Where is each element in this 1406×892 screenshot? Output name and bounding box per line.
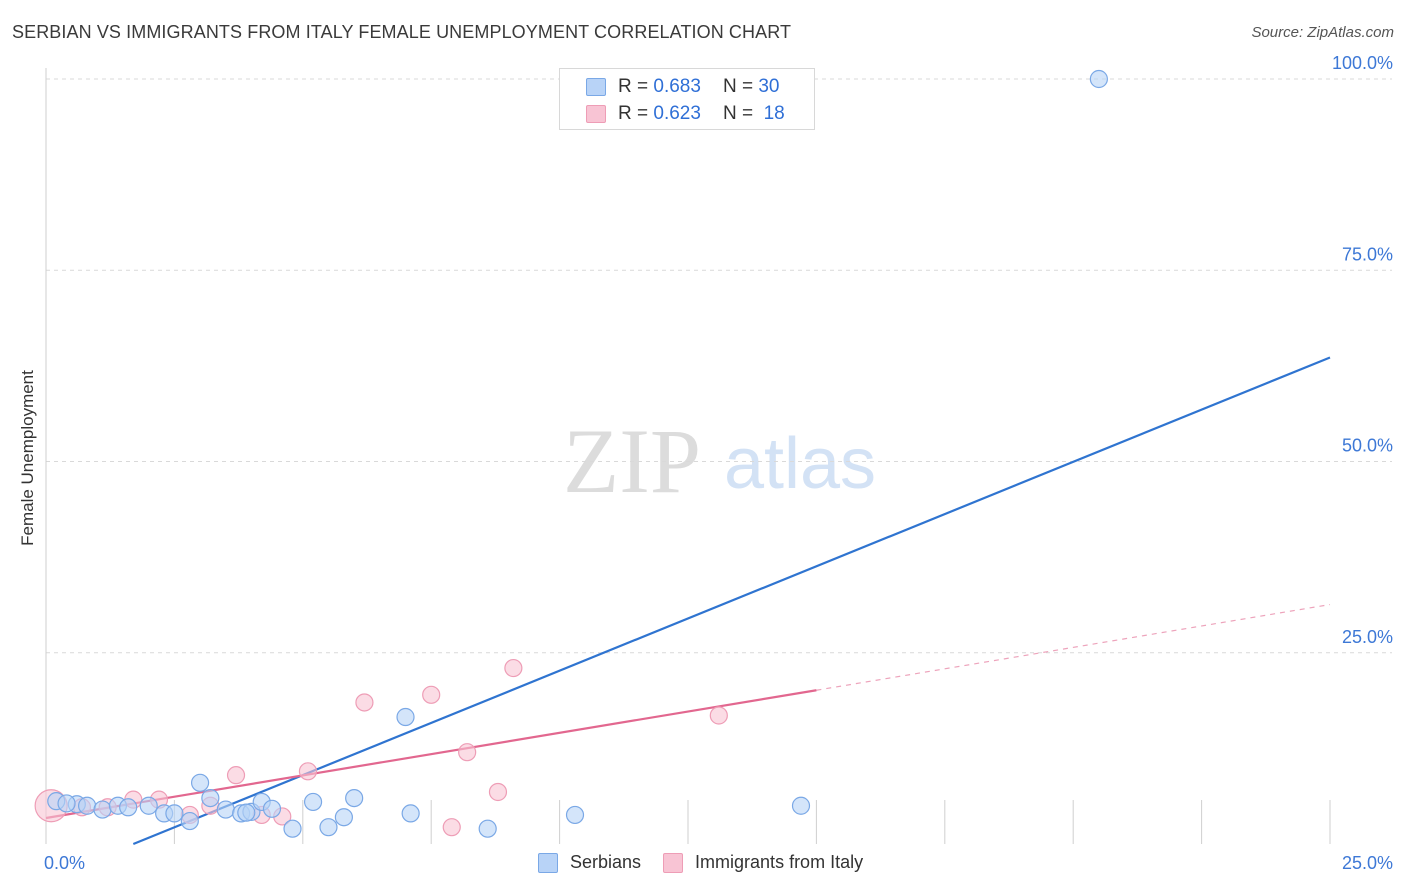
legend-r-label: R = (618, 103, 649, 124)
y-tick-label-1: 50.0% (1342, 436, 1393, 456)
serbians-trend-line (132, 356, 1331, 846)
italy-swatch (663, 852, 684, 873)
serbians-point (119, 798, 138, 817)
watermark-atlas: atlas (724, 424, 876, 504)
serbians-point (190, 773, 210, 792)
italy-point (504, 658, 523, 678)
serbians-point (396, 707, 415, 727)
serbians-point (201, 788, 220, 808)
grid-lines (46, 78, 1392, 654)
italy-point (422, 685, 441, 704)
serbians-point (216, 800, 235, 819)
trend-lines (45, 356, 1331, 846)
serbians-point (57, 794, 76, 813)
legend-n-value: 30 (758, 76, 780, 97)
legend-r-value: 0.683 (653, 76, 701, 97)
italy-label: Immigrants from Italy (695, 852, 864, 872)
legend-r-label: R = (618, 76, 649, 97)
italy-point (709, 706, 728, 725)
series-legend-italy[interactable]: Immigrants from Italy (663, 852, 863, 873)
serbians-point (1089, 69, 1108, 89)
serbians-point (77, 796, 97, 815)
italy-point (355, 693, 374, 712)
legend-n-value: 18 (763, 103, 785, 124)
italy-trend-line (45, 689, 817, 820)
legend-n-label: N = (722, 103, 754, 124)
serbians-point (283, 819, 302, 838)
serbians-point (345, 788, 364, 808)
serbians-point (180, 811, 199, 831)
y-tick-label-2: 75.0% (1342, 244, 1393, 264)
series-legend-serbians[interactable]: Serbians (538, 852, 641, 873)
serbians-point (93, 800, 112, 819)
serbians-point (165, 804, 184, 823)
serbians-swatch (538, 852, 558, 873)
serbians-point (139, 796, 158, 815)
tick-labels: 25.0% 50.0% 75.0% 100.0% 0.0% 25.0% (44, 53, 1393, 873)
legend-swatch-serbians (586, 78, 606, 96)
legend-r-value: 0.623 (653, 103, 701, 124)
axes (45, 68, 1331, 844)
serbians-point (237, 803, 256, 822)
italy-point (488, 782, 508, 802)
x-tick-label-0: 0.0% (44, 853, 85, 873)
italy-point (442, 818, 461, 837)
italy-point (298, 762, 318, 781)
serbians-point (303, 792, 323, 812)
serbians-point (478, 819, 497, 838)
chart-title: SERBIAN VS IMMIGRANTS FROM ITALY FEMALE … (12, 22, 792, 42)
serbians-point (401, 804, 420, 823)
italy-point (226, 766, 246, 785)
correlation-legend: R = 0.683 N = 30 R = 0.623 N = 18 (559, 68, 815, 130)
serbians-point (791, 796, 811, 815)
legend-row-italy: R = 0.623 N = 18 (586, 102, 785, 126)
italy-point (458, 743, 477, 762)
legend-swatch-italy (586, 105, 606, 123)
serbians-point (262, 799, 282, 818)
serbians-point (565, 805, 585, 825)
legend-row-serbians: R = 0.683 N = 30 (586, 75, 779, 99)
italy-trend-extension (816, 603, 1331, 691)
legend-n-label: N = (722, 76, 754, 97)
series-legend: Serbians Immigrants from Italy (538, 852, 885, 873)
y-tick-label-3: 100.0% (1332, 53, 1393, 73)
serbians-point (319, 818, 338, 837)
x-tick-label-1: 25.0% (1342, 853, 1393, 873)
y-tick-label-0: 25.0% (1342, 627, 1393, 647)
serbians-point (334, 808, 353, 827)
data-points (34, 69, 1108, 838)
serbians-label: Serbians (570, 852, 642, 872)
source-label: Source: ZipAtlas.com (1251, 24, 1394, 41)
